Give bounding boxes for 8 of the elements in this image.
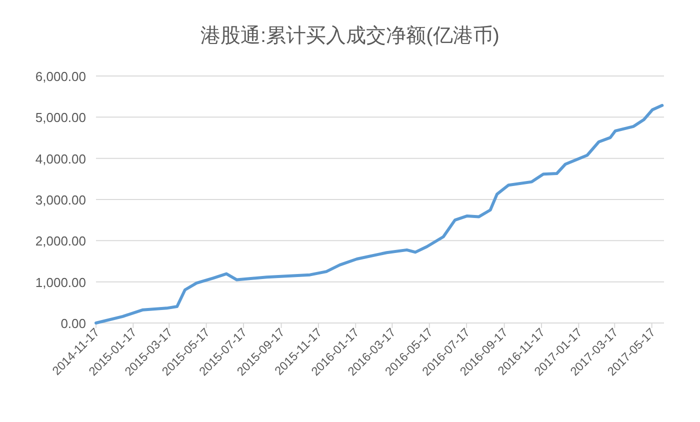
y-tick-label: 0.00: [60, 316, 86, 331]
y-tick-label: 3,000.00: [35, 192, 86, 208]
y-tick-label: 1,000.00: [35, 274, 86, 290]
y-tick-label: 6,000.00: [35, 69, 86, 84]
y-tick-label: 5,000.00: [35, 110, 86, 126]
y-tick-label: 4,000.00: [35, 151, 86, 166]
y-tick-label: 2,000.00: [35, 234, 86, 249]
title: 港股通:累计买入成交净额(亿港币): [200, 25, 500, 47]
